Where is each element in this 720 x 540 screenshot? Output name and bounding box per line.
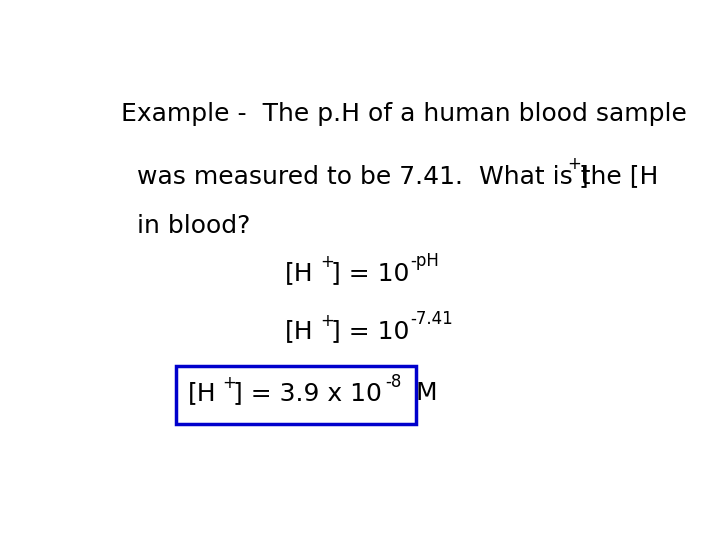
- Text: [H: [H: [285, 319, 314, 343]
- Text: was measured to be 7.41.  What is the [H: was measured to be 7.41. What is the [H: [138, 165, 659, 188]
- Text: ]: ]: [578, 165, 588, 188]
- Text: +: +: [320, 253, 334, 271]
- Text: +: +: [567, 156, 581, 173]
- Text: [H: [H: [285, 261, 314, 285]
- Text: Example -  The p.H of a human blood sample: Example - The p.H of a human blood sampl…: [121, 102, 687, 126]
- Text: -7.41: -7.41: [410, 310, 453, 328]
- Text: ] = 3.9 x 10: ] = 3.9 x 10: [233, 381, 382, 406]
- Text: +: +: [320, 312, 334, 329]
- Text: M: M: [408, 381, 438, 406]
- Text: +: +: [222, 374, 236, 392]
- Text: -pH: -pH: [410, 252, 439, 270]
- Bar: [176, 366, 416, 424]
- Text: ] = 10: ] = 10: [331, 319, 410, 343]
- Text: -8: -8: [386, 373, 402, 390]
- Text: in blood?: in blood?: [138, 214, 251, 239]
- Text: ] = 10: ] = 10: [331, 261, 410, 285]
- Text: [H: [H: [188, 381, 216, 406]
